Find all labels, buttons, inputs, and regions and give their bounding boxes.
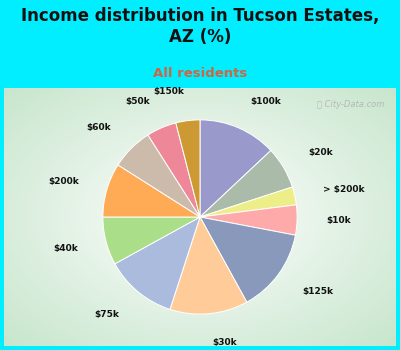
Text: $10k: $10k bbox=[326, 216, 351, 225]
Text: $75k: $75k bbox=[95, 310, 120, 319]
Text: $150k: $150k bbox=[153, 87, 184, 96]
Text: $200k: $200k bbox=[48, 177, 79, 186]
Text: $30k: $30k bbox=[212, 338, 236, 347]
Wedge shape bbox=[118, 135, 200, 217]
Text: All residents: All residents bbox=[153, 67, 247, 80]
Wedge shape bbox=[200, 120, 271, 217]
Text: $125k: $125k bbox=[302, 287, 333, 296]
Wedge shape bbox=[200, 205, 297, 235]
Wedge shape bbox=[115, 217, 200, 309]
Text: > $200k: > $200k bbox=[323, 185, 365, 194]
Text: Income distribution in Tucson Estates,
AZ (%): Income distribution in Tucson Estates, A… bbox=[21, 7, 379, 46]
Wedge shape bbox=[176, 120, 200, 217]
Wedge shape bbox=[103, 217, 200, 264]
Text: $50k: $50k bbox=[125, 97, 150, 106]
Wedge shape bbox=[103, 165, 200, 217]
Wedge shape bbox=[148, 123, 200, 217]
Wedge shape bbox=[200, 187, 296, 217]
Text: ⓘ City-Data.com: ⓘ City-Data.com bbox=[317, 100, 384, 110]
Text: $100k: $100k bbox=[250, 97, 281, 106]
Text: $20k: $20k bbox=[309, 148, 333, 157]
Text: $60k: $60k bbox=[86, 123, 111, 132]
Wedge shape bbox=[200, 217, 296, 302]
Wedge shape bbox=[170, 217, 247, 314]
Text: $40k: $40k bbox=[53, 244, 78, 253]
Wedge shape bbox=[200, 150, 292, 217]
